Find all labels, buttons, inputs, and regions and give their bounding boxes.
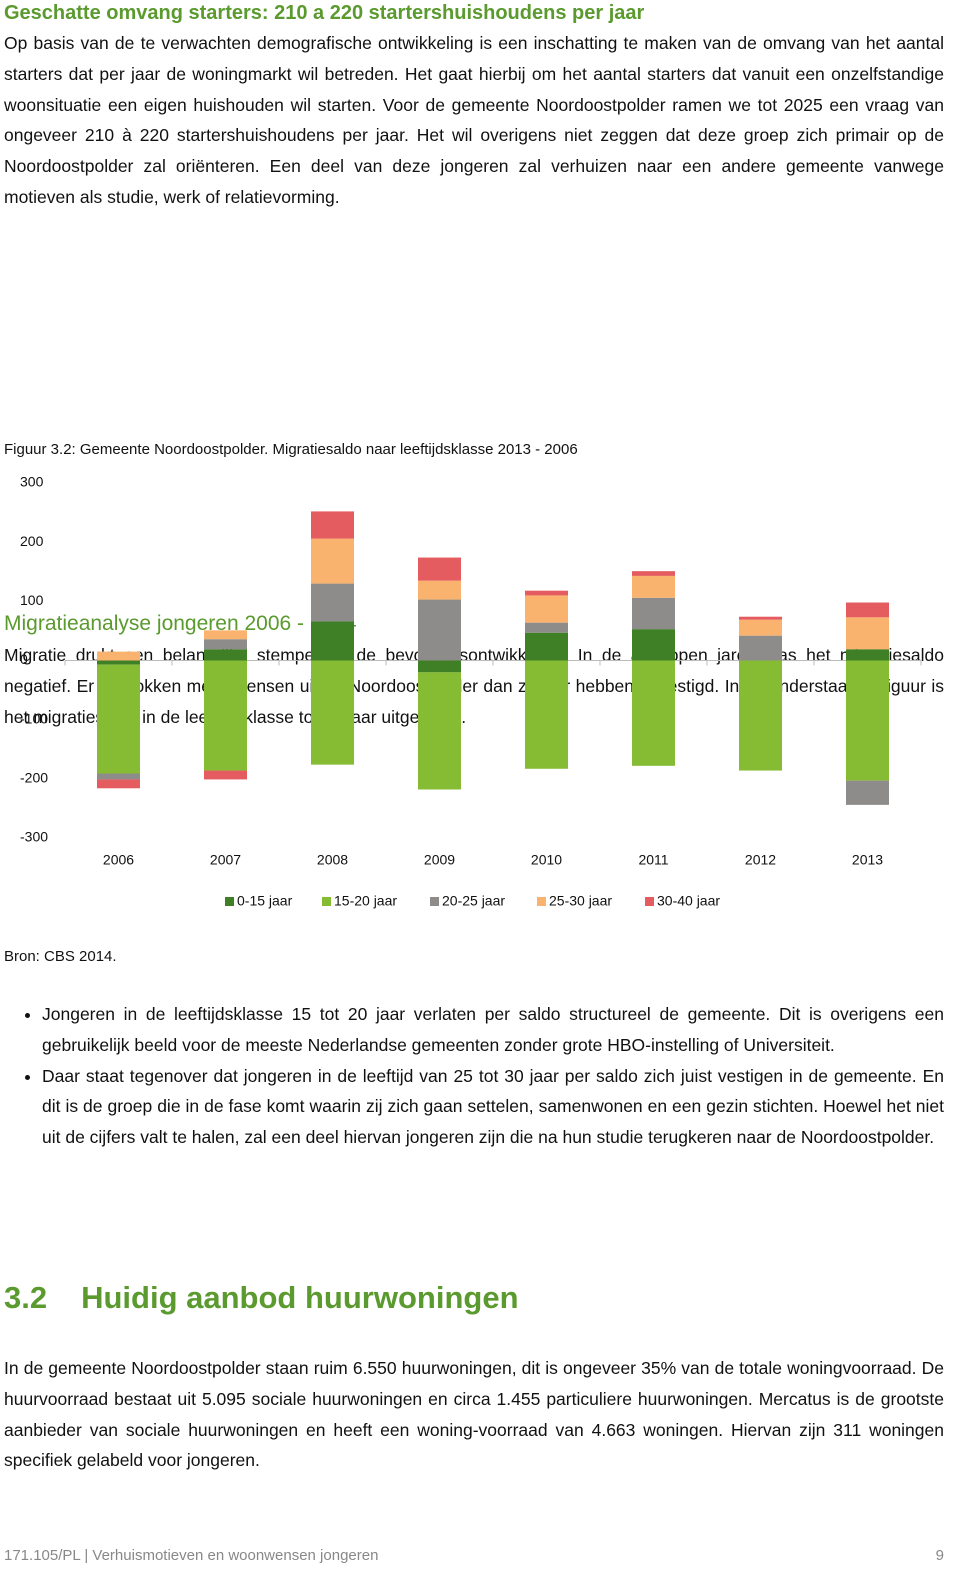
bar-segment — [846, 660, 889, 781]
figure-caption: Figuur 3.2: Gemeente Noordoostpolder. Mi… — [4, 441, 578, 458]
bar-segment — [418, 672, 461, 790]
bar-segment — [311, 621, 354, 661]
legend-label: 25-30 jaar — [549, 893, 612, 909]
y-tick-label: 0 — [20, 651, 28, 667]
heading: Geschatte omvang starters: 210 a 220 sta… — [4, 2, 645, 24]
bar-segment — [418, 660, 461, 673]
y-tick-label: 100 — [20, 592, 44, 608]
bar-segment — [204, 770, 247, 780]
chapter-title: Huidig aanbod huurwoningen — [81, 1280, 519, 1315]
bar-segment — [204, 649, 247, 661]
bar-segment — [418, 580, 461, 600]
chart: -300 -200 -100 0 100 200 300 2006 2007 2008 2009 20… — [20, 474, 922, 909]
paragraph: In de gemeente Noordoostpolder staan rui… — [4, 1358, 944, 1471]
y-tick-label: -100 — [20, 710, 48, 726]
bar-segment — [739, 619, 782, 636]
bar-segment — [632, 660, 675, 766]
bar-segment — [97, 773, 140, 780]
footer: 171.105/PL | Verhuismotieven en woonwens… — [4, 1547, 379, 1564]
bar-segment — [846, 649, 889, 661]
paragraph: Op basis van de te verwachten demografis… — [4, 33, 944, 207]
bar-segment — [204, 660, 247, 771]
bar-segment — [311, 583, 354, 622]
chapter-number: 3.2 — [4, 1280, 48, 1315]
bar-segment — [525, 595, 568, 623]
legend-label: 20-25 jaar — [442, 893, 505, 909]
bar-segment — [204, 630, 247, 640]
bar-segment — [97, 779, 140, 789]
bar-segment — [525, 590, 568, 596]
bar-segment — [846, 617, 889, 650]
bar-segment — [525, 660, 568, 769]
bar-segment — [525, 632, 568, 661]
legend-swatch — [225, 897, 234, 906]
y-tick-label: 200 — [20, 533, 44, 549]
bar-segment — [97, 651, 140, 661]
source: Bron: CBS 2014. — [4, 948, 117, 965]
legend-swatch — [322, 897, 331, 906]
legend-label: 30-40 jaar — [657, 893, 720, 909]
bar-segment — [632, 629, 675, 661]
legend-label: 15-20 jaar — [334, 893, 397, 909]
x-tick-label: 2006 — [103, 852, 134, 868]
x-tick-label: 2007 — [210, 852, 241, 868]
bar-segment — [311, 511, 354, 539]
bar-segment — [739, 635, 782, 661]
bar-segment — [739, 660, 782, 771]
bar-segment — [97, 660, 140, 665]
bar-segment — [418, 557, 461, 581]
legend-swatch — [537, 897, 546, 906]
bar-segment — [632, 597, 675, 630]
bar-segment — [632, 571, 675, 576]
y-tick-label: 300 — [20, 474, 44, 490]
bar-segment — [204, 639, 247, 650]
bar-segment — [846, 780, 889, 805]
legend-swatch — [430, 897, 439, 906]
chapter-heading: 3.2 Huidig aanbod huurwoningen — [4, 1278, 944, 1318]
bullet: Jongeren in de leeftijdsklasse 15 tot 20… — [42, 999, 944, 1061]
x-tick-label: 2009 — [424, 852, 455, 868]
page-number: 9 — [935, 1547, 944, 1564]
x-tick-label: 2013 — [852, 852, 883, 868]
legend-swatch — [645, 897, 654, 906]
x-tick-label: 2011 — [638, 852, 668, 868]
bar-segment — [632, 575, 675, 598]
y-tick-label: -200 — [20, 770, 48, 786]
x-tick-label: 2012 — [745, 852, 776, 868]
x-tick-label: 2008 — [317, 852, 348, 868]
bar-segment — [739, 616, 782, 620]
bullet-list: Jongeren in de leeftijdsklasse 15 tot 20… — [4, 999, 944, 1153]
bar-segment — [525, 622, 568, 633]
bar-segment — [311, 538, 354, 584]
bar-segment — [418, 599, 461, 661]
bar-segment — [846, 602, 889, 618]
bullet: Daar staat tegenover dat jongeren in de … — [42, 1061, 944, 1153]
y-tick-label: -300 — [20, 829, 48, 845]
bar-segment — [311, 660, 354, 765]
legend-label: 0-15 jaar — [237, 893, 293, 909]
bar-segment — [97, 664, 140, 774]
x-tick-label: 2010 — [531, 852, 562, 868]
subheading: Migratieanalyse jongeren 2006 - 2014 — [4, 612, 357, 635]
